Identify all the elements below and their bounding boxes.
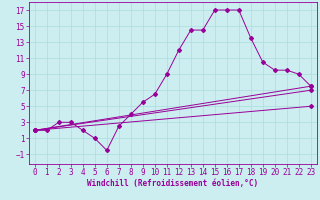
X-axis label: Windchill (Refroidissement éolien,°C): Windchill (Refroidissement éolien,°C): [87, 179, 258, 188]
